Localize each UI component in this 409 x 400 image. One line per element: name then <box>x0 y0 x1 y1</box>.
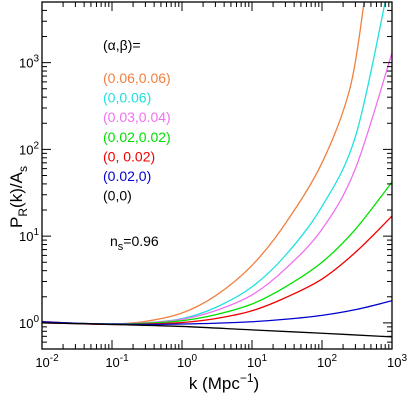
x-axis-title: k (Mpc−1) <box>189 371 259 393</box>
legend: (0.06,0.06) (0,0.06) (0.03,0.04) (0.02,0.02… <box>103 70 171 204</box>
legend-entry-3: (0.02,0.02) <box>103 129 171 145</box>
y-title-p: P <box>7 217 26 228</box>
x-title-pre: k (Mpc <box>189 374 241 393</box>
series-line-4 <box>42 215 392 326</box>
y-tick-label: 101 <box>19 227 39 244</box>
tick-layer <box>41 1 393 350</box>
series-line-6 <box>42 322 392 338</box>
legend-entry-1: (0,0.06) <box>103 90 151 106</box>
legend-entry-0: (0.06,0.06) <box>103 70 171 86</box>
x-tick-label: 10-1 <box>105 353 129 370</box>
x-tick-label-exp: -2 <box>50 353 59 364</box>
y-tick-label-exp: 0 <box>33 314 39 325</box>
y-tick-label: 102 <box>19 140 39 157</box>
ns-sub: s <box>118 241 124 253</box>
x-tick-label-base: 10 <box>35 355 49 370</box>
series-line-1 <box>42 2 386 325</box>
y-tick-label-exp: 1 <box>33 227 39 238</box>
x-title-post: ) <box>254 374 260 393</box>
legend-entry-6: (0,0) <box>103 188 132 204</box>
y-tick-label-exp: 3 <box>33 54 39 65</box>
series-line-5 <box>42 300 392 326</box>
x-tick-label-exp: 0 <box>191 353 197 364</box>
x-tick-label: 101 <box>247 353 267 370</box>
x-tick-label-base: 10 <box>177 355 191 370</box>
series-layer <box>42 2 392 338</box>
y-tick-label: 103 <box>19 54 39 71</box>
y-tick-label-exp: 2 <box>33 140 39 151</box>
y-title-p-sub: R <box>16 208 30 217</box>
x-tick-label-exp: 3 <box>401 353 407 364</box>
y-tick-label-base: 10 <box>19 229 33 244</box>
x-tick-label-exp: -1 <box>120 353 129 364</box>
y-title-a-sub: s <box>16 166 30 172</box>
x-tick-label-base: 10 <box>387 355 401 370</box>
x-tick-label-base: 10 <box>247 355 261 370</box>
x-tick-label: 100 <box>177 353 197 370</box>
x-tick-label-exp: 1 <box>261 353 267 364</box>
ns-annotation: ns=0.96 <box>110 233 159 253</box>
x-tick-label: 10-2 <box>35 353 59 370</box>
y-tick-label: 100 <box>19 314 39 331</box>
x-tick-label: 102 <box>317 353 337 370</box>
x-tick-label-base: 10 <box>317 355 331 370</box>
ns-n: n <box>110 233 118 249</box>
x-tick-label-exp: 2 <box>331 353 337 364</box>
y-tick-label-base: 10 <box>19 142 33 157</box>
ns-value: =0.96 <box>123 233 159 249</box>
x-title-sup: −1 <box>240 371 254 385</box>
y-tick-label-base: 10 <box>19 316 33 331</box>
legend-entry-2: (0.03,0.04) <box>103 109 171 125</box>
y-title-mid: (k)/A <box>7 171 26 208</box>
legend-title: (α,β)= <box>103 37 141 53</box>
legend-entry-4: (0, 0.02) <box>103 148 155 164</box>
series-line-2 <box>42 52 392 325</box>
legend-entry-5: (0.02,0) <box>103 168 151 184</box>
series-line-0 <box>42 2 365 325</box>
x-tick-label: 103 <box>387 353 407 370</box>
x-tick-label-base: 10 <box>105 355 119 370</box>
y-tick-label-base: 10 <box>19 56 33 71</box>
y-axis-title: PR(k)/As <box>7 166 30 228</box>
